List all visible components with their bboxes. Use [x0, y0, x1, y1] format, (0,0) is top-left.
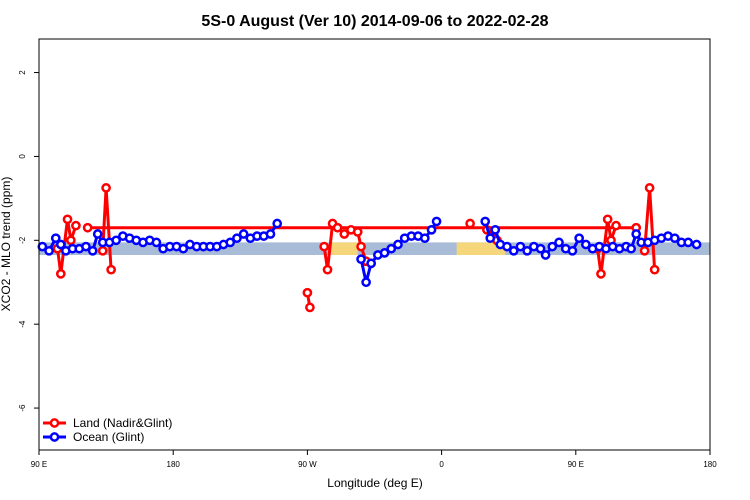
data-point	[649, 264, 660, 275]
data-point	[465, 218, 475, 229]
data-point	[339, 229, 350, 239]
series-layer	[37, 183, 702, 313]
data-point	[87, 245, 98, 256]
data-point	[574, 233, 585, 244]
band-highlight	[456, 242, 506, 255]
chart-title: 5S-0 August (Ver 10) 2014-09-06 to 2022-…	[201, 13, 548, 30]
data-point	[50, 233, 61, 244]
data-point	[92, 229, 103, 239]
legend-swatch-marker	[49, 418, 60, 428]
y-axis: 2 0 -2 -4 -6	[18, 70, 39, 412]
data-point	[515, 241, 526, 252]
data-point	[644, 183, 655, 193]
data-point	[238, 229, 249, 239]
data-point	[431, 216, 442, 227]
data-point	[386, 243, 397, 254]
data-point	[322, 264, 333, 275]
data-point	[366, 258, 376, 269]
y-tick-label: -2	[18, 236, 27, 244]
data-point	[44, 245, 54, 256]
series-land	[52, 183, 660, 313]
data-point	[272, 218, 283, 229]
data-point	[332, 222, 343, 233]
legend: Land (Nadir&Glint)Ocean (Glint)	[43, 416, 172, 444]
data-point	[151, 237, 162, 248]
data-point	[426, 224, 437, 235]
data-point	[356, 241, 366, 252]
y-tick-label: -4	[18, 320, 27, 328]
data-point	[302, 287, 313, 298]
x-tick-label: 0	[439, 460, 444, 469]
data-point	[379, 248, 390, 258]
data-point	[602, 214, 613, 225]
data-point	[82, 222, 93, 233]
data-point	[55, 239, 66, 250]
data-point	[66, 235, 76, 246]
data-point	[554, 237, 564, 248]
data-point	[631, 229, 642, 239]
data-point	[639, 245, 650, 256]
data-point	[502, 241, 512, 252]
x-axis-label: Longitude (deg E)	[327, 476, 422, 490]
x-tick-label: 180	[167, 460, 181, 469]
legend-swatch-marker	[49, 432, 60, 442]
data-point	[611, 220, 621, 231]
data-point	[691, 239, 702, 250]
data-point	[480, 216, 491, 227]
band-highlight	[330, 242, 358, 255]
data-point	[669, 233, 680, 244]
data-point	[305, 302, 315, 313]
legend-entry-label: Land (Nadir&Glint)	[73, 416, 172, 430]
y-tick-label: 0	[18, 154, 27, 159]
data-point	[356, 254, 366, 265]
y-tick-label: -6	[18, 404, 27, 412]
data-point	[232, 233, 242, 244]
legend-entry-label: Ocean (Glint)	[73, 430, 144, 444]
plot-frame	[38, 38, 711, 451]
data-point	[225, 237, 236, 248]
x-tick-label: 180	[703, 460, 717, 469]
x-tick-label: 90 E	[568, 460, 584, 469]
data-point	[490, 224, 501, 235]
data-point	[535, 243, 546, 254]
data-point	[393, 239, 403, 250]
data-point	[581, 239, 591, 250]
y-tick-label: 2	[18, 70, 27, 75]
data-point	[567, 245, 578, 256]
data-point	[71, 220, 81, 231]
data-point	[485, 233, 496, 244]
data-point	[81, 241, 91, 252]
series-line	[643, 186, 657, 270]
data-point	[55, 269, 66, 279]
data-point	[265, 229, 276, 239]
data-point	[361, 277, 371, 288]
x-axis: 90 E 180 90 W 0 90 E 180	[31, 450, 717, 469]
data-point	[62, 214, 73, 225]
series-ocean	[37, 216, 702, 288]
data-point	[522, 245, 533, 256]
data-point	[97, 245, 108, 256]
data-point	[596, 269, 606, 279]
data-point	[106, 264, 116, 275]
data-point	[178, 243, 189, 254]
x-tick-label: 90 E	[31, 460, 47, 469]
data-point	[111, 235, 122, 246]
data-point	[508, 245, 519, 256]
x-tick-label: 90 W	[298, 460, 317, 469]
data-point	[419, 233, 430, 244]
data-point	[540, 250, 551, 260]
data-point	[683, 237, 694, 248]
data-point	[547, 241, 558, 252]
data-point	[319, 241, 330, 252]
data-point	[352, 227, 363, 237]
y-axis-label: XCO2 - MLO trend (ppm)	[0, 177, 13, 312]
data-point	[101, 183, 111, 193]
data-point	[626, 243, 637, 254]
